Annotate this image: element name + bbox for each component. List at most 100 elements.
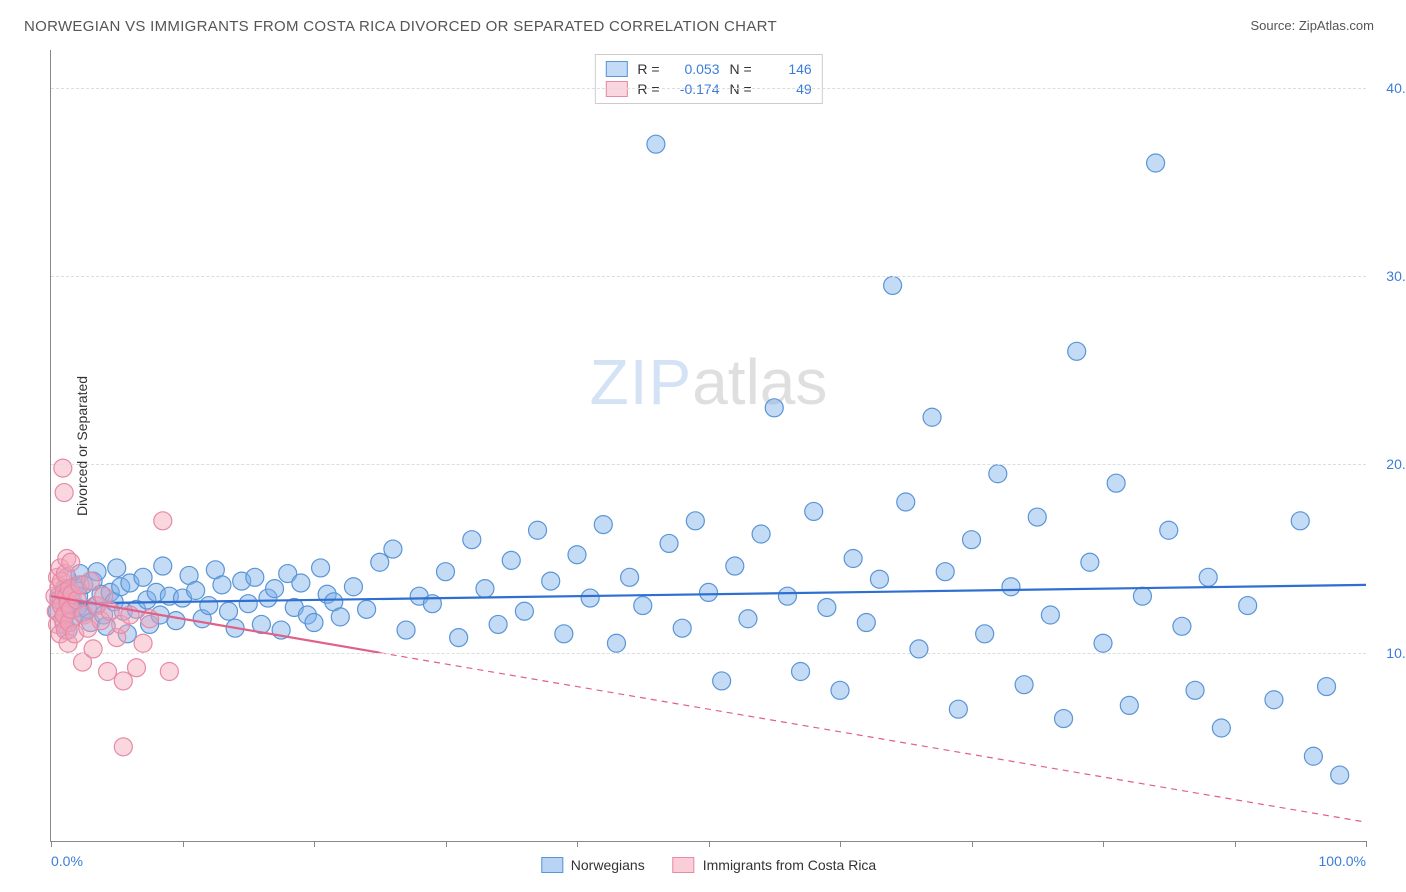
data-point (1120, 696, 1138, 714)
data-point (1212, 719, 1230, 737)
data-point (1291, 512, 1309, 530)
data-point (634, 597, 652, 615)
data-point (778, 587, 796, 605)
correlation-legend: R = 0.053 N = 146 R = -0.174 N = 49 (594, 54, 822, 104)
data-point (752, 525, 770, 543)
data-point (989, 465, 1007, 483)
data-point (450, 629, 468, 647)
legend-r-label: R = (637, 81, 659, 97)
data-point (870, 570, 888, 588)
data-point (936, 563, 954, 581)
data-point (134, 634, 152, 652)
data-point (344, 578, 362, 596)
data-point (1002, 578, 1020, 596)
x-tick-mark (840, 841, 841, 847)
data-point (897, 493, 915, 511)
x-tick-mark (446, 841, 447, 847)
correlation-legend-row-0: R = 0.053 N = 146 (605, 59, 811, 79)
x-tick-mark (1235, 841, 1236, 847)
data-point (384, 540, 402, 558)
data-point (1304, 747, 1322, 765)
data-point (607, 634, 625, 652)
data-point (305, 614, 323, 632)
legend-n-label: N = (730, 81, 752, 97)
x-tick-mark (183, 841, 184, 847)
legend-swatch-1 (605, 81, 627, 97)
data-point (1331, 766, 1349, 784)
x-tick-mark (709, 841, 710, 847)
data-point (1147, 154, 1165, 172)
gridline-h (51, 464, 1366, 465)
data-point (358, 600, 376, 618)
x-tick-label: 100.0% (1319, 853, 1366, 869)
data-point (312, 559, 330, 577)
correlation-legend-row-1: R = -0.174 N = 49 (605, 79, 811, 99)
data-point (1068, 342, 1086, 360)
data-point (160, 663, 178, 681)
data-point (1081, 553, 1099, 571)
data-point (200, 597, 218, 615)
data-point (963, 531, 981, 549)
data-point (1318, 678, 1336, 696)
data-point (515, 602, 533, 620)
gridline-h (51, 88, 1366, 89)
legend-n-value-1: 49 (762, 81, 812, 97)
data-point (108, 559, 126, 577)
series-legend-item-1: Immigrants from Costa Rica (673, 857, 876, 873)
data-point (1028, 508, 1046, 526)
chart-container: NORWEGIAN VS IMMIGRANTS FROM COSTA RICA … (0, 0, 1406, 892)
gridline-h (51, 276, 1366, 277)
data-point (266, 580, 284, 598)
x-tick-label: 0.0% (51, 853, 83, 869)
plot-area: ZIPatlas R = 0.053 N = 146 R = -0.174 N … (50, 50, 1366, 842)
data-point (660, 534, 678, 552)
data-point (134, 568, 152, 586)
data-point (686, 512, 704, 530)
data-point (154, 557, 172, 575)
data-point (765, 399, 783, 417)
data-point (397, 621, 415, 639)
series-legend-label-0: Norwegians (571, 857, 645, 873)
y-tick-label: 30.0% (1374, 268, 1406, 284)
data-point (1015, 676, 1033, 694)
data-point (331, 608, 349, 626)
data-point (673, 619, 691, 637)
data-point (99, 663, 117, 681)
x-tick-mark (51, 841, 52, 847)
y-tick-label: 40.0% (1374, 80, 1406, 96)
data-point (187, 582, 205, 600)
data-point (114, 672, 132, 690)
x-tick-mark (577, 841, 578, 847)
data-point (739, 610, 757, 628)
series-legend-item-0: Norwegians (541, 857, 645, 873)
legend-r-value-1: -0.174 (670, 81, 720, 97)
legend-n-label: N = (730, 61, 752, 77)
data-point (594, 516, 612, 534)
data-point (844, 550, 862, 568)
data-point (489, 615, 507, 633)
data-point (84, 640, 102, 658)
data-point (1239, 597, 1257, 615)
x-tick-mark (1103, 841, 1104, 847)
data-point (529, 521, 547, 539)
source-label: Source: (1250, 18, 1298, 33)
data-point (910, 640, 928, 658)
data-point (713, 672, 731, 690)
data-point (831, 681, 849, 699)
data-point (647, 135, 665, 153)
data-point (167, 612, 185, 630)
data-point (568, 546, 586, 564)
data-point (213, 576, 231, 594)
data-point (502, 551, 520, 569)
source-name: ZipAtlas.com (1299, 18, 1374, 33)
data-point (81, 572, 99, 590)
series-legend: Norwegians Immigrants from Costa Rica (541, 857, 876, 873)
data-point (555, 625, 573, 643)
scatter-svg (51, 50, 1366, 841)
data-point (1041, 606, 1059, 624)
data-point (1186, 681, 1204, 699)
data-point (476, 580, 494, 598)
data-point (1265, 691, 1283, 709)
legend-swatch-norwegians (541, 857, 563, 873)
legend-n-value-0: 146 (762, 61, 812, 77)
